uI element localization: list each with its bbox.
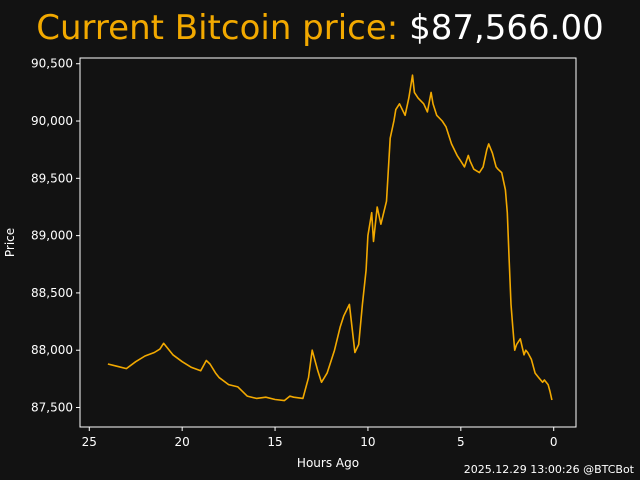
x-tick-label: 10 — [360, 435, 375, 449]
y-tick-label: 90,500 — [31, 57, 73, 71]
price-series-line — [107, 74, 553, 402]
y-axis-label: Price — [3, 228, 17, 257]
y-tick-label: 87,500 — [31, 401, 73, 415]
x-tick-label: 5 — [457, 435, 465, 449]
x-tick-label: 15 — [267, 435, 282, 449]
x-tick-label: 25 — [82, 435, 97, 449]
x-axis-label: Hours Ago — [297, 456, 359, 470]
x-tick-label: 0 — [550, 435, 558, 449]
current-price: $87,566.00 — [409, 8, 604, 48]
y-tick-label: 89,500 — [31, 171, 73, 185]
y-tick-label: 88,000 — [31, 343, 73, 357]
y-tick-label: 89,000 — [31, 229, 73, 243]
chart-title: Current Bitcoin price: $87,566.00 — [0, 8, 640, 48]
plot-frame — [79, 57, 577, 428]
timestamp-footer: 2025.12.29 13:00:26 @BTCBot — [463, 463, 634, 476]
y-tick-label: 90,000 — [31, 114, 73, 128]
y-tick-label: 88,500 — [31, 286, 73, 300]
title-prefix: Current Bitcoin price: — [36, 8, 399, 48]
x-tick-label: 20 — [175, 435, 190, 449]
